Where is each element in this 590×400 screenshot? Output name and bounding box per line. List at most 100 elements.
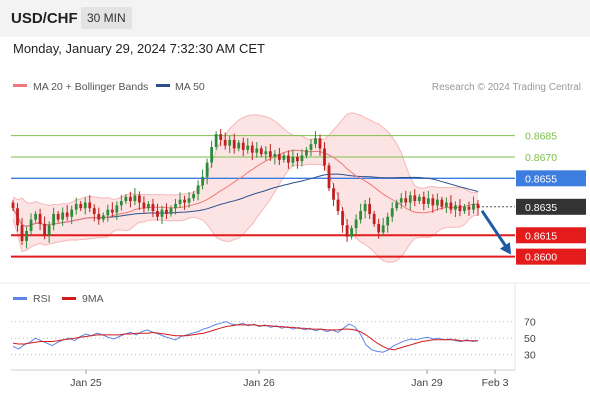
candle-body bbox=[458, 205, 462, 212]
candle-body bbox=[214, 134, 218, 147]
candle-body bbox=[386, 216, 390, 226]
support-label-box-0.8600 bbox=[516, 248, 586, 265]
forecast-arrow-shaft bbox=[480, 209, 510, 251]
rsi-legend-label: RSI bbox=[33, 293, 51, 305]
candle-body bbox=[151, 203, 155, 212]
candle-body bbox=[318, 138, 322, 149]
candle-body bbox=[354, 219, 358, 229]
candle-body bbox=[413, 195, 417, 202]
candle-body bbox=[449, 202, 453, 210]
candle-body bbox=[74, 203, 78, 210]
candle-body bbox=[268, 151, 272, 157]
resistance-label-0.8670: 0.8670 bbox=[525, 152, 557, 164]
candle-body bbox=[183, 199, 186, 203]
candle-body bbox=[128, 196, 132, 202]
candle-body bbox=[16, 208, 19, 226]
candle-body bbox=[368, 203, 372, 214]
bollinger-band-fill bbox=[13, 112, 478, 263]
candle-body bbox=[404, 198, 408, 203]
candle-body bbox=[332, 188, 335, 200]
candle-body bbox=[106, 209, 110, 216]
rsi-legend-swatch bbox=[13, 297, 27, 300]
candle-body bbox=[472, 203, 475, 210]
candle-body bbox=[43, 223, 47, 236]
candle-body bbox=[327, 165, 331, 189]
candle-body bbox=[210, 146, 214, 163]
candle-body bbox=[467, 206, 471, 210]
candle-body bbox=[83, 202, 87, 209]
candle-body bbox=[408, 195, 412, 203]
pivot-label-0.8655: 0.8655 bbox=[525, 173, 557, 185]
candle-body bbox=[323, 148, 326, 166]
last-label-box-0.8635 bbox=[516, 198, 586, 215]
ma20-legend-label: MA 20 + Bollinger Bands bbox=[33, 81, 148, 93]
candle-body bbox=[205, 162, 209, 177]
support-label-0.8615: 0.8615 bbox=[525, 230, 557, 242]
candle-body bbox=[426, 198, 430, 204]
candle-body bbox=[309, 144, 313, 150]
candle-body bbox=[286, 155, 290, 163]
symbol-title: USD/CHF bbox=[11, 10, 78, 27]
candle-body bbox=[138, 195, 141, 203]
candle-body bbox=[259, 148, 263, 155]
candle-body bbox=[237, 142, 241, 149]
forecast-arrow-head bbox=[499, 242, 511, 255]
candle-body bbox=[463, 206, 466, 212]
candle-body bbox=[305, 149, 308, 156]
rsi-tick-50: 50 bbox=[524, 333, 536, 345]
candle-body bbox=[219, 134, 223, 140]
x-axis: Jan 25 Jan 26 Jan 29 Feb 3 bbox=[70, 370, 509, 389]
candle-body bbox=[70, 209, 74, 217]
chart-header: USD/CHF 30 MIN bbox=[0, 0, 590, 37]
candle-body bbox=[133, 195, 137, 202]
candle-body bbox=[363, 203, 367, 212]
candle-body bbox=[381, 225, 385, 233]
rsi-ma-line bbox=[12, 324, 478, 351]
support-label-box-0.8615 bbox=[516, 227, 586, 244]
candle-body bbox=[174, 203, 177, 209]
candle-body bbox=[61, 212, 65, 220]
candle-body bbox=[350, 228, 353, 237]
candle-body bbox=[65, 212, 69, 217]
last-label-0.8635: 0.8635 bbox=[525, 202, 557, 214]
candle-body bbox=[124, 196, 128, 202]
candle-body bbox=[444, 202, 448, 207]
x-tick-label: Feb 3 bbox=[482, 377, 509, 389]
candle-body bbox=[296, 156, 299, 162]
x-tick-label: Jan 29 bbox=[411, 377, 443, 389]
support-label-0.8600: 0.8600 bbox=[525, 252, 557, 264]
bollinger-upper-line bbox=[12, 112, 479, 207]
interval-button[interactable]: 30 MIN bbox=[81, 7, 132, 29]
candle-body bbox=[156, 211, 159, 217]
candle-body bbox=[422, 196, 426, 204]
ma50-legend-label: MA 50 bbox=[175, 81, 205, 93]
candle-body bbox=[196, 185, 200, 194]
rsi-tick-70: 70 bbox=[524, 317, 536, 329]
candle-body bbox=[228, 139, 232, 146]
candle-body bbox=[88, 202, 92, 209]
candle-body bbox=[97, 213, 101, 220]
candle-body bbox=[314, 138, 317, 145]
candle-body bbox=[336, 199, 340, 212]
candle-body bbox=[92, 208, 96, 214]
candle-body bbox=[115, 205, 119, 213]
candle-body bbox=[47, 225, 51, 236]
candle-body bbox=[20, 225, 24, 241]
candle-body bbox=[264, 151, 268, 155]
candle-body bbox=[246, 145, 250, 150]
candle-body bbox=[345, 225, 349, 237]
level-labels: 0.8685 0.8670 0.8655 0.8635 0.8615 0.8600 bbox=[516, 131, 586, 265]
candle-body bbox=[359, 211, 363, 220]
price-plot bbox=[11, 112, 515, 263]
candle-body bbox=[119, 201, 123, 206]
ma20-legend-swatch bbox=[13, 84, 27, 87]
timestamp: Monday, January 29, 2024 7:32:30 AM CET bbox=[13, 41, 265, 56]
candle-body bbox=[255, 148, 259, 153]
candle-body bbox=[110, 209, 114, 213]
candle-body bbox=[241, 142, 245, 150]
candle-body bbox=[192, 193, 195, 199]
candle-body bbox=[454, 205, 457, 210]
candle-body bbox=[11, 202, 15, 209]
candle-body bbox=[395, 202, 399, 209]
candle-body bbox=[142, 202, 146, 209]
